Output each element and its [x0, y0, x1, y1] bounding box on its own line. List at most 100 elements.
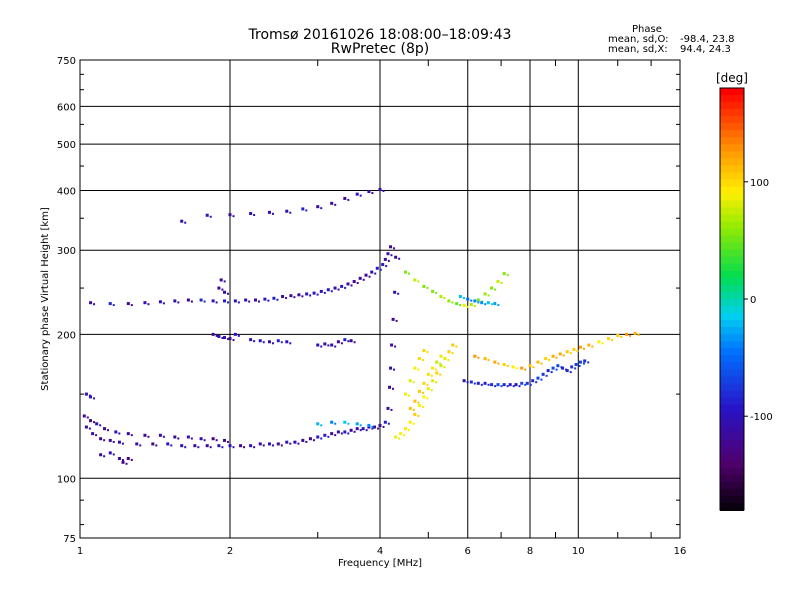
- colorbar-segment: [720, 411, 744, 420]
- data-point: [249, 212, 253, 216]
- data-point: [121, 458, 124, 461]
- data-point: [393, 368, 396, 371]
- data-point: [347, 422, 350, 425]
- data-point: [556, 364, 560, 368]
- data-point: [118, 432, 121, 435]
- data-point: [347, 340, 350, 343]
- data-point: [451, 352, 454, 355]
- data-point: [356, 282, 359, 285]
- colorbar-segment: [720, 355, 744, 364]
- data-point: [381, 263, 385, 267]
- data-point: [130, 434, 133, 437]
- data-point: [320, 207, 323, 210]
- data-point: [435, 381, 438, 384]
- data-point: [496, 383, 500, 387]
- colorbar-segment: [720, 467, 744, 476]
- data-point: [611, 339, 614, 342]
- data-point: [343, 430, 347, 434]
- colorbar-segment: [720, 172, 744, 181]
- data-point: [398, 437, 401, 440]
- data-point: [597, 340, 601, 344]
- data-point: [407, 272, 410, 275]
- data-point: [483, 357, 487, 361]
- data-point: [550, 371, 553, 374]
- data-point: [540, 362, 543, 365]
- data-point: [227, 338, 230, 341]
- data-point: [121, 460, 125, 464]
- data-point: [439, 295, 443, 299]
- data-point: [385, 265, 388, 268]
- y-tick-label: 600: [57, 102, 76, 113]
- data-point: [280, 444, 283, 447]
- data-point: [203, 439, 206, 442]
- data-point: [365, 429, 368, 432]
- data-point: [462, 303, 466, 307]
- data-point: [276, 298, 279, 301]
- data-point: [451, 301, 454, 304]
- data-point: [413, 412, 417, 416]
- data-point: [536, 360, 540, 364]
- data-point: [473, 299, 477, 303]
- data-point: [103, 455, 106, 458]
- data-point: [625, 332, 629, 336]
- colorbar-segment: [720, 123, 744, 132]
- data-point: [359, 424, 362, 427]
- data-point: [147, 435, 150, 438]
- data-point: [114, 430, 118, 434]
- data-point: [367, 425, 371, 429]
- data-point: [84, 425, 88, 429]
- data-point: [108, 302, 112, 306]
- data-point: [500, 282, 503, 285]
- data-point: [574, 362, 578, 366]
- data-point: [326, 288, 330, 292]
- data-point: [426, 397, 429, 400]
- y-tick-label: 750: [57, 56, 76, 67]
- data-point: [184, 446, 187, 449]
- data-point: [511, 365, 515, 369]
- colorbar-segment: [720, 186, 744, 195]
- data-point: [219, 278, 223, 282]
- data-point: [417, 414, 420, 417]
- data-point: [477, 301, 480, 304]
- data-point: [386, 252, 390, 256]
- data-point: [217, 334, 221, 338]
- data-point: [344, 286, 347, 289]
- data-point: [170, 444, 173, 447]
- data-point: [308, 437, 312, 441]
- data-point: [407, 394, 410, 397]
- x-axis-label: Frequency [MHz]: [338, 558, 422, 569]
- data-point: [267, 340, 271, 344]
- data-point: [466, 305, 469, 308]
- data-point: [413, 399, 417, 403]
- data-point: [249, 444, 253, 448]
- data-point: [375, 266, 379, 270]
- data-point: [244, 298, 248, 302]
- data-point: [484, 303, 487, 306]
- data-point: [367, 423, 371, 427]
- data-point: [355, 427, 359, 431]
- colorbar-segment: [720, 165, 744, 174]
- data-point: [497, 304, 500, 307]
- data-point: [330, 290, 333, 293]
- data-point: [289, 211, 292, 214]
- data-point: [180, 444, 184, 448]
- data-point: [316, 435, 320, 439]
- data-point: [162, 302, 165, 305]
- data-point: [506, 385, 509, 388]
- data-point: [316, 343, 320, 347]
- phase-o-values: -98.4, 23.8: [680, 34, 735, 45]
- data-point: [346, 282, 350, 286]
- colorbar-segment: [720, 495, 744, 504]
- data-point: [99, 437, 103, 441]
- data-point: [359, 429, 362, 432]
- data-point: [130, 304, 133, 307]
- data-point: [143, 433, 147, 437]
- data-point: [487, 383, 490, 386]
- data-point: [421, 405, 424, 408]
- data-point: [285, 297, 288, 300]
- colorbar-segment: [720, 439, 744, 448]
- data-point: [544, 357, 548, 361]
- data-point: [390, 254, 393, 257]
- data-point: [237, 334, 240, 337]
- data-point: [349, 339, 353, 343]
